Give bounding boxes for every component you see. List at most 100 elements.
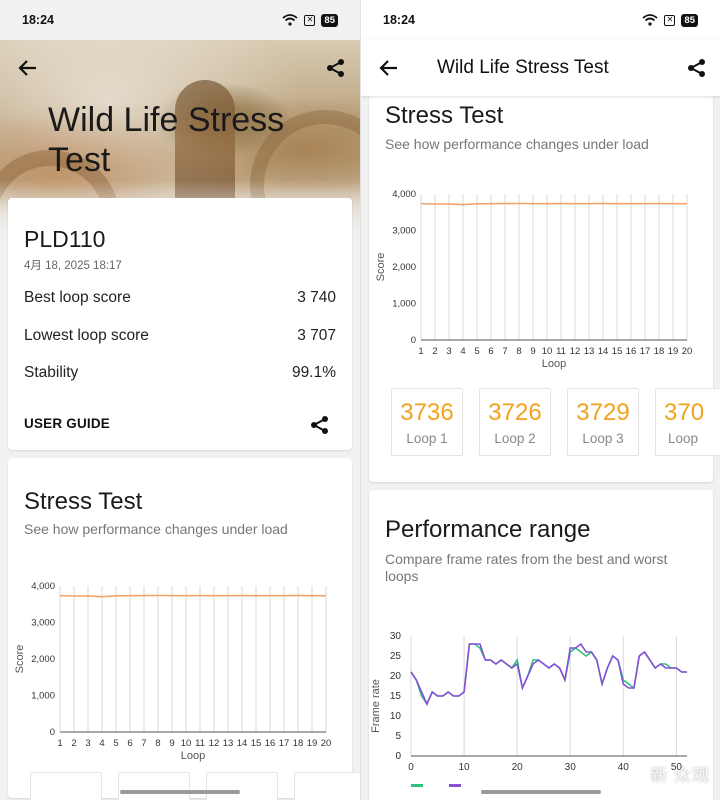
row-value: 3 740 — [297, 289, 336, 306]
y-tick-label: 5 — [395, 731, 401, 742]
row-label: Lowest loop score — [24, 327, 149, 344]
y-tick-label: 1,000 — [31, 691, 55, 702]
legend-best — [411, 780, 427, 791]
x-tick-label: 3 — [446, 346, 451, 357]
x-tick-label: 11 — [195, 738, 205, 749]
x-tick-label: 7 — [502, 346, 507, 357]
y-tick-label: 3,000 — [31, 618, 55, 629]
x-tick-label: 50 — [671, 762, 683, 773]
y-tick-label: 2,000 — [392, 262, 416, 273]
x-tick-label: 10 — [181, 738, 192, 749]
x-tick-label: 16 — [626, 346, 637, 357]
watermark: 新 众观 — [650, 766, 710, 785]
y-tick-label: 0 — [411, 335, 416, 346]
home-indicator[interactable] — [481, 790, 601, 794]
y-tick-label: 1,000 — [392, 299, 416, 310]
loop-tile[interactable] — [206, 772, 278, 800]
nfc-icon: ✕ — [304, 14, 316, 26]
x-tick-label: 2 — [71, 738, 76, 749]
x-tick-label: 40 — [618, 762, 630, 773]
row-label: Best loop score — [24, 289, 131, 306]
x-tick-label: 13 — [584, 346, 595, 357]
loop-score: 3726 — [488, 399, 542, 426]
loop-tile[interactable] — [118, 772, 190, 800]
wifi-icon — [642, 14, 659, 26]
x-tick-label: 30 — [565, 762, 577, 773]
section-title: Stress Test — [385, 102, 504, 129]
x-tick-label: 18 — [293, 738, 304, 749]
lowest-loop-row: Lowest loop score 3 707 — [24, 327, 336, 345]
y-tick-label: 20 — [390, 671, 402, 682]
section-title: Performance range — [385, 516, 591, 543]
loop-tile-2[interactable]: 3726 Loop 2 — [479, 388, 551, 456]
section-subtitle: See how performance changes under load — [385, 136, 649, 152]
x-tick-label: 7 — [141, 738, 146, 749]
y-tick-label: 10 — [390, 711, 402, 722]
loop-score: 3729 — [576, 399, 630, 426]
row-label: Stability — [24, 364, 79, 381]
loop-tile[interactable] — [294, 772, 360, 800]
user-guide-link[interactable]: USER GUIDE — [24, 416, 111, 431]
loop-score: 3736 — [400, 399, 454, 426]
loop-label: Loop 3 — [582, 431, 624, 446]
status-icons: ✕ 85 — [282, 13, 338, 27]
back-button[interactable] — [373, 52, 405, 84]
share-button[interactable] — [681, 52, 713, 84]
x-tick-label: 4 — [99, 738, 104, 749]
x-tick-label: 8 — [516, 346, 521, 357]
stability-row: Stability 99.1% — [24, 364, 336, 382]
x-axis-label: Loop — [181, 750, 205, 762]
stress-test-card: Stress Test See how performance changes … — [369, 96, 720, 482]
x-tick-label: 17 — [640, 346, 651, 357]
section-subtitle: See how performance changes under load — [24, 521, 288, 537]
x-tick-label: 20 — [682, 346, 693, 357]
home-indicator[interactable] — [120, 790, 240, 794]
status-bar: 18:24 ✕ 85 — [361, 0, 720, 40]
x-tick-label: 10 — [459, 762, 471, 773]
x-tick-label: 12 — [209, 738, 220, 749]
back-button[interactable] — [12, 52, 44, 84]
device-name: PLD110 — [24, 226, 106, 252]
x-tick-label: 1 — [418, 346, 423, 357]
worst-loop-series-line — [410, 642, 687, 706]
x-tick-label: 6 — [127, 738, 132, 749]
status-time: 18:24 — [383, 13, 415, 27]
x-axis-label: Loop — [542, 358, 566, 370]
nfc-icon: ✕ — [664, 14, 676, 26]
page-title: Wild Life Stress Test — [48, 101, 285, 179]
performance-range-card: Performance range Compare frame rates fr… — [369, 490, 713, 800]
x-tick-label: 4 — [460, 346, 465, 357]
y-tick-label: 3,000 — [392, 226, 416, 237]
share-icon — [311, 416, 328, 434]
y-tick-label: 4,000 — [31, 581, 55, 592]
loop-label: Loop — [668, 431, 699, 446]
y-tick-label: 0 — [50, 727, 55, 738]
stress-test-card: Stress Test See how performance changes … — [8, 458, 360, 800]
share-button[interactable] — [320, 52, 352, 84]
x-tick-label: 5 — [474, 346, 479, 357]
loop-tile-4[interactable]: 370 Loop — [655, 388, 720, 456]
x-tick-label: 15 — [251, 738, 262, 749]
x-tick-label: 10 — [542, 346, 553, 357]
y-axis-label: Score — [14, 645, 26, 674]
y-axis-label: Frame rate — [370, 679, 382, 733]
app-bar — [0, 46, 360, 90]
share-result-button[interactable] — [304, 409, 336, 441]
x-tick-label: 14 — [598, 346, 609, 357]
loop-label: Loop 2 — [494, 431, 536, 446]
x-tick-label: 6 — [488, 346, 493, 357]
x-tick-label: 12 — [570, 346, 581, 357]
score-series-line — [420, 202, 688, 206]
x-tick-label: 15 — [612, 346, 623, 357]
x-tick-label: 19 — [307, 738, 318, 749]
best-loop-row: Best loop score 3 740 — [24, 289, 336, 307]
loop-tile-1[interactable]: 3736 Loop 1 — [391, 388, 463, 456]
wifi-icon — [282, 14, 299, 26]
chart-legend — [411, 780, 465, 791]
status-icons: ✕ 85 — [642, 13, 698, 27]
y-tick-label: 25 — [390, 651, 402, 662]
loop-tile-3[interactable]: 3729 Loop 3 — [567, 388, 639, 456]
x-tick-label: 19 — [668, 346, 679, 357]
loop-tile[interactable] — [30, 772, 102, 800]
y-tick-label: 2,000 — [31, 654, 55, 665]
